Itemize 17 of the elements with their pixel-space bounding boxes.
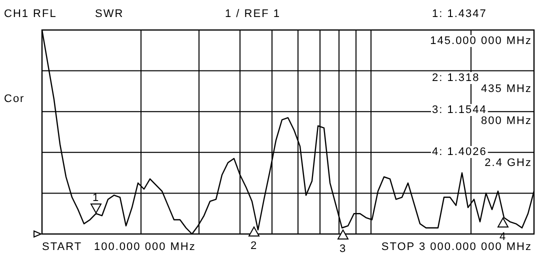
annotation: 800 MHz (480, 115, 532, 127)
chart-title: CH1 RFL (4, 8, 57, 20)
text: 1 / REF 1 (225, 8, 280, 20)
text: START 100.000 000 MHz (42, 241, 196, 253)
text: 3 (339, 243, 347, 255)
annotation: 2.4 GHz (484, 157, 532, 169)
text: 1: 1.4347 (432, 8, 487, 20)
annotation: 435 MHz (480, 83, 532, 95)
annotation: 4: 1.4026 (432, 146, 487, 158)
annotation: 2: 1.318 (432, 72, 480, 84)
chart-subtitle: SWR (95, 8, 124, 20)
annotation: 3: 1.1544 (432, 104, 487, 116)
text: 2 (250, 240, 258, 252)
annotation: 145.000 000 MHz (430, 35, 532, 47)
text: Cor (4, 93, 25, 105)
annotation: 1 (92, 192, 100, 204)
text: STOP 3 000.000 000 MHz (381, 241, 532, 253)
